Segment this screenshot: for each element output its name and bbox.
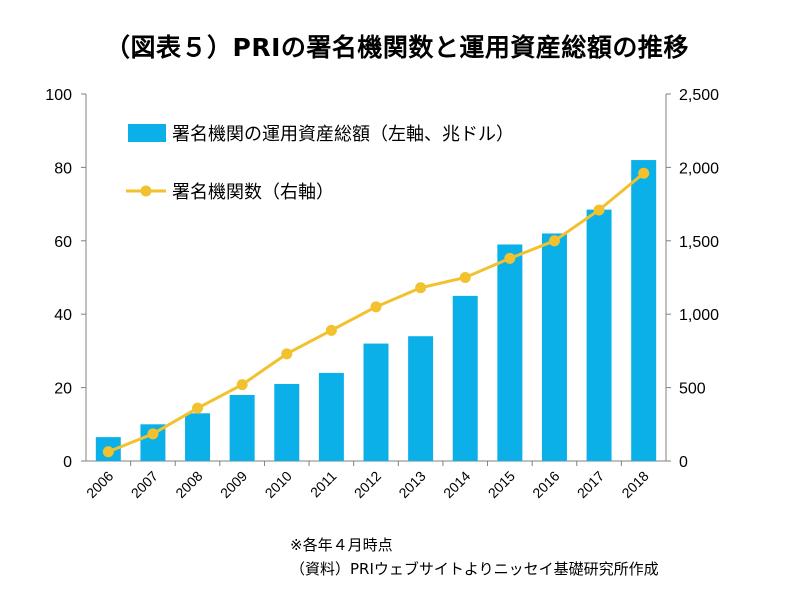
right-y-tick-label: 1,000 — [679, 307, 719, 324]
x-tick-label: 2007 — [128, 468, 161, 501]
bar-2009 — [229, 394, 255, 461]
legend-label-assets: 署名機関の運用資産総額（左軸、兆ドル） — [172, 124, 514, 145]
x-tick-label: 2015 — [485, 468, 518, 501]
left-y-tick-label: 100 — [45, 87, 72, 104]
line-point-2006 — [102, 446, 114, 458]
bar-2013 — [408, 336, 434, 461]
x-tick-label: 2008 — [172, 468, 205, 501]
line-point-2017 — [593, 204, 605, 216]
left-y-tick-label: 20 — [54, 381, 72, 398]
x-tick-label: 2010 — [262, 468, 295, 501]
left-y-tick-label: 80 — [54, 160, 72, 177]
line-point-2008 — [192, 402, 204, 414]
left-y-tick-label: 40 — [54, 307, 72, 324]
line-point-2013 — [415, 282, 427, 294]
right-y-tick-label: 2,000 — [679, 160, 719, 177]
x-tick-label: 2006 — [83, 468, 116, 501]
x-tick-label: 2013 — [395, 468, 428, 501]
left-y-tick-label: 60 — [54, 234, 72, 251]
line-point-2007 — [147, 428, 159, 440]
right-y-tick-label: 500 — [679, 381, 706, 398]
line-point-2009 — [236, 379, 248, 391]
bar-2012 — [363, 343, 389, 461]
line-point-2014 — [459, 272, 471, 283]
bar-2010 — [274, 383, 300, 461]
footnote-as-of: ※各年４月時点 — [290, 536, 393, 554]
right-y-tick-label: 1,500 — [679, 234, 719, 251]
x-tick-label: 2011 — [307, 468, 340, 501]
x-tick-label: 2018 — [618, 468, 651, 501]
line-point-2010 — [281, 348, 293, 360]
right-y-tick-label: 0 — [679, 454, 688, 471]
line-point-2018 — [638, 167, 650, 179]
bar-2017 — [586, 209, 612, 461]
x-tick-label: 2012 — [351, 468, 384, 501]
legend-label-signatories: 署名機関数（右軸） — [172, 182, 334, 203]
bar-2016 — [541, 233, 567, 461]
legend-marker-signatories — [140, 185, 152, 197]
line-point-2016 — [548, 235, 560, 247]
x-tick-label: 2014 — [440, 468, 473, 501]
line-point-2012 — [370, 301, 382, 313]
bar-2008 — [185, 413, 211, 461]
bar-2011 — [318, 372, 344, 461]
x-tick-label: 2016 — [529, 468, 562, 501]
x-tick-label: 2009 — [217, 468, 250, 501]
bar-2015 — [497, 244, 523, 461]
line-point-2015 — [504, 252, 516, 264]
x-tick-label: 2017 — [574, 468, 607, 501]
bar-2018 — [631, 160, 657, 461]
legend-swatch-assets — [128, 124, 166, 142]
line-point-2011 — [325, 324, 337, 336]
right-y-tick-label: 2,500 — [679, 87, 719, 104]
footnote-source: （資料）PRIウェブサイトよりニッセイ基礎研究所作成 — [290, 560, 659, 578]
chart-title: （図表５）PRIの署名機関数と運用資産総額の推移 — [105, 33, 689, 62]
left-y-tick-label: 0 — [63, 454, 72, 471]
bar-2014 — [452, 295, 478, 461]
